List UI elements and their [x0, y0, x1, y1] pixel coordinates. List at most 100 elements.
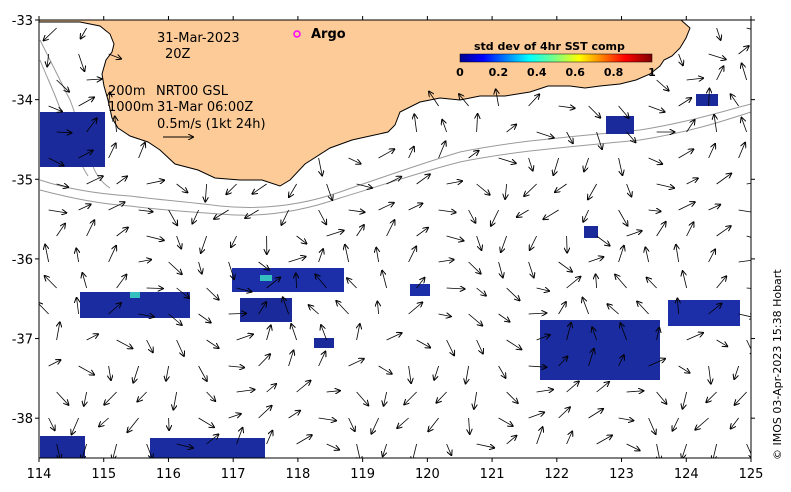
current-vector	[566, 131, 573, 143]
current-vector	[206, 339, 219, 348]
current-vector	[384, 391, 387, 406]
current-vector	[618, 246, 624, 263]
current-vector	[138, 314, 154, 317]
current-vector	[506, 287, 520, 300]
current-vector	[288, 411, 300, 419]
current-vector	[506, 339, 522, 349]
current-vector	[536, 427, 543, 445]
current-vector	[289, 183, 297, 197]
current-vector	[626, 443, 640, 450]
current-vector	[318, 249, 323, 263]
sst-anomaly-patches	[40, 94, 740, 458]
current-vector	[607, 304, 619, 315]
current-vector	[618, 105, 629, 118]
current-vector	[226, 183, 237, 194]
y-axis: -33 -34 -35 -36 -37 -38	[12, 14, 755, 427]
current-vector	[673, 417, 679, 431]
time-label: 20Z	[165, 47, 191, 62]
colorbar-tick-label: 0.6	[565, 66, 585, 79]
current-vector	[506, 391, 518, 403]
x-tick-label: 114	[27, 467, 52, 482]
current-vector	[57, 443, 61, 458]
current-vector	[596, 382, 609, 393]
current-vector	[708, 205, 721, 211]
current-vector	[258, 354, 270, 367]
current-vector	[347, 278, 357, 289]
current-vector	[596, 274, 597, 289]
current-vector	[245, 209, 259, 218]
current-vector	[321, 325, 327, 341]
current-vector	[318, 352, 326, 367]
current-vector	[386, 220, 395, 237]
current-vector	[78, 365, 94, 375]
current-vector	[44, 27, 57, 40]
current-vector	[528, 157, 533, 171]
current-vector	[626, 231, 642, 237]
current-vector	[558, 357, 568, 367]
current-vector	[383, 443, 387, 456]
current-vector	[648, 105, 665, 112]
sst-patch	[606, 116, 634, 134]
current-vector	[474, 391, 477, 409]
current-vector	[258, 261, 269, 270]
current-vector	[376, 248, 378, 263]
current-vector	[377, 302, 378, 315]
current-vector	[530, 235, 537, 250]
current-vector	[742, 118, 747, 133]
current-vector	[648, 210, 661, 211]
current-vector	[555, 183, 567, 192]
current-vector	[678, 98, 692, 107]
current-vector	[528, 94, 540, 107]
current-vector	[618, 418, 634, 421]
current-vector	[588, 409, 603, 419]
current-vector	[626, 391, 644, 392]
argo-marker	[293, 30, 301, 38]
current-vector	[86, 118, 97, 133]
current-vector	[709, 365, 711, 384]
current-vector	[82, 273, 88, 289]
current-vector	[176, 339, 184, 356]
current-vector	[558, 302, 566, 315]
current-vector	[498, 365, 506, 378]
current-vector	[656, 183, 674, 188]
current-vector	[735, 391, 747, 405]
current-vector	[524, 183, 537, 196]
x-tick-label: 125	[739, 467, 764, 482]
current-vector	[176, 183, 188, 192]
current-vector	[657, 328, 660, 341]
current-vector	[108, 53, 121, 59]
current-vector	[438, 210, 456, 212]
current-vector	[48, 417, 55, 430]
current-vector	[348, 157, 361, 164]
current-vector	[738, 210, 751, 213]
current-vector	[82, 443, 87, 458]
current-vector	[56, 224, 65, 237]
current-vector	[176, 235, 182, 249]
y-tick-label: -33	[12, 14, 33, 29]
current-vector	[315, 275, 327, 289]
current-vector	[86, 79, 102, 80]
current-vector	[116, 275, 127, 289]
current-vector	[356, 391, 369, 405]
current-vector	[596, 131, 602, 149]
current-vector	[708, 53, 726, 59]
current-vector	[528, 313, 547, 314]
current-vector	[446, 288, 465, 289]
current-vector	[716, 276, 727, 289]
current-vector	[468, 261, 481, 274]
current-vector	[446, 235, 464, 241]
current-vector	[746, 182, 751, 185]
current-vector	[56, 184, 69, 187]
current-vector	[206, 434, 219, 445]
current-vector	[72, 417, 79, 434]
current-vector	[258, 302, 267, 315]
argo-label: Argo	[311, 27, 346, 42]
current-vector	[738, 260, 751, 262]
current-vector	[536, 390, 553, 393]
current-vector	[588, 105, 601, 118]
current-vector	[536, 335, 550, 341]
x-tick-label: 120	[415, 467, 440, 482]
current-vector	[146, 443, 153, 458]
current-vector	[108, 303, 121, 315]
